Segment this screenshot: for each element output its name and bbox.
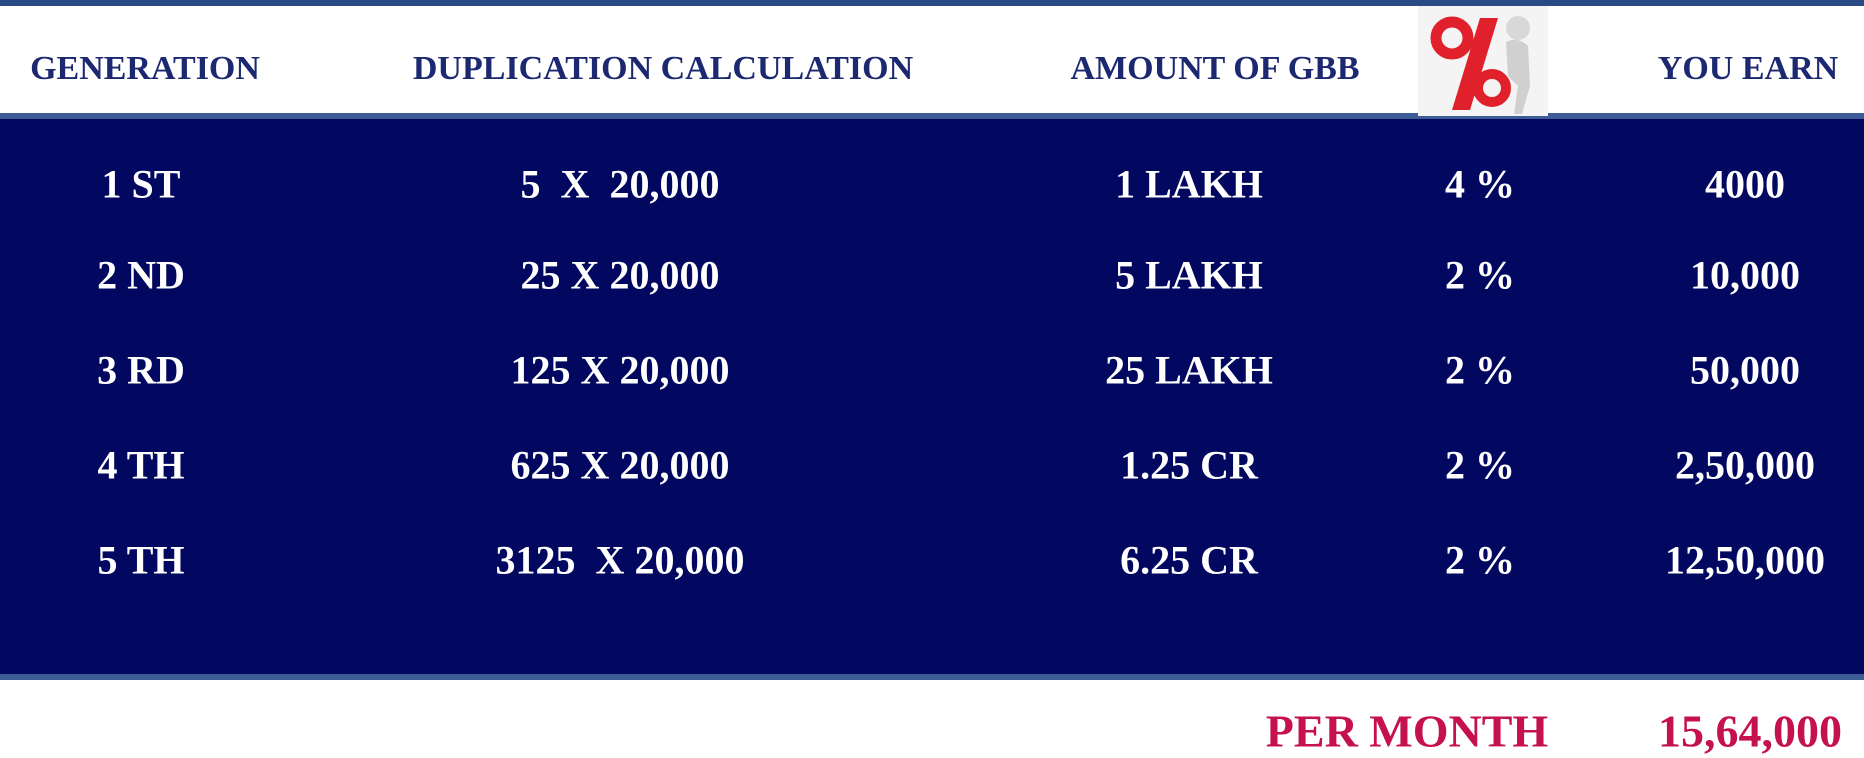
total-value: 15,64,000 [1658, 705, 1842, 758]
table-cell: 50,000 [1690, 347, 1800, 394]
table-cell: 125 X 20,000 [511, 347, 730, 394]
page: GENERATION DUPLICATION CALCULATION AMOUNT … [0, 0, 1864, 757]
table-cell: 4000 [1705, 161, 1785, 208]
table-cell: 12,50,000 [1665, 537, 1825, 584]
table-cell: 5 LAKH [1115, 252, 1263, 299]
table-cell: 2 % [1445, 442, 1515, 489]
table-cell: 25 X 20,000 [521, 252, 720, 299]
table-cell: 1 LAKH [1115, 161, 1263, 208]
percent-icon [1418, 6, 1548, 116]
table-cell: 5 X 20,000 [521, 161, 720, 208]
table-cell: 6.25 CR [1120, 537, 1258, 584]
total-label: PER MONTH [1266, 705, 1548, 758]
table-cell: 5 TH [97, 537, 184, 584]
table-cell: 2,50,000 [1675, 442, 1815, 489]
column-header: DUPLICATION CALCULATION [413, 50, 913, 88]
table-cell: 2 % [1445, 537, 1515, 584]
table-cell: 2 % [1445, 252, 1515, 299]
table-cell: 1.25 CR [1120, 442, 1258, 489]
table-body [0, 119, 1864, 674]
table-cell: 2 ND [97, 252, 185, 299]
table-cell: 4 % [1445, 161, 1515, 208]
column-header: AMOUNT OF GBB [1070, 50, 1359, 88]
column-header: YOU EARN [1658, 50, 1838, 88]
table-cell: 1 ST [102, 161, 181, 208]
table-cell: 4 TH [97, 442, 184, 489]
column-header: GENERATION [30, 50, 260, 88]
table-cell: 10,000 [1690, 252, 1800, 299]
table-cell: 25 LAKH [1105, 347, 1273, 394]
table-cell: 625 X 20,000 [511, 442, 730, 489]
table-cell: 2 % [1445, 347, 1515, 394]
table-cell: 3 RD [97, 347, 185, 394]
body-border [0, 674, 1864, 680]
header-row [0, 6, 1864, 113]
table-cell: 3125 X 20,000 [496, 537, 745, 584]
